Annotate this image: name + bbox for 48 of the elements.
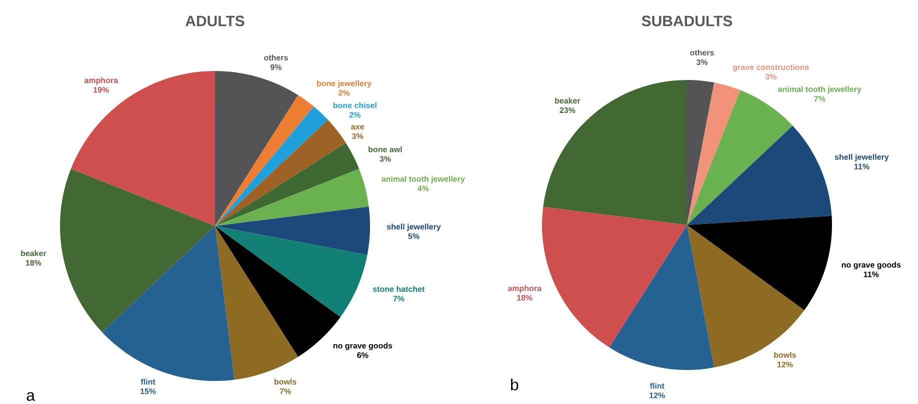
slice-label: flint [140, 378, 156, 385]
data-label: 19% [94, 87, 109, 93]
slice-label: bone jewellery [316, 80, 372, 88]
data-label: 2% [338, 90, 350, 96]
slice-label: amphora [508, 285, 542, 293]
text: a [26, 392, 36, 401]
chart-title: SUBADULTS [642, 16, 732, 26]
slice-label: amphora [84, 77, 118, 85]
slice-label: beaker [555, 98, 580, 104]
data-label: 3% [380, 156, 391, 162]
slice-label: bone awl [368, 146, 402, 152]
text: b [511, 378, 518, 390]
slice-label: shell jewellery [834, 154, 889, 162]
data-label: 4% [417, 186, 429, 192]
data-label: 6% [357, 352, 368, 358]
slice-label: animal tooth jewellery [382, 176, 465, 184]
slice-label: animal tooth jewellery [778, 86, 862, 94]
data-label: 3% [352, 133, 364, 140]
slice-label: axe [351, 125, 364, 130]
data-label: 3% [765, 74, 776, 80]
data-label: 7% [393, 296, 404, 302]
slice-label: beaker [21, 250, 46, 256]
chart-title: ADULTS [186, 16, 244, 26]
slice-label: no grave goods [842, 262, 901, 270]
slice-label: shell jewellery [386, 224, 441, 232]
data-label: 15% [140, 388, 156, 394]
data-label: 9% [270, 64, 282, 70]
slice-label: others [264, 54, 288, 60]
slice-label: stone hatchet [372, 286, 425, 292]
data-label: 12% [777, 362, 793, 368]
slice-label: flint [650, 382, 664, 389]
data-label: 23% [560, 107, 576, 114]
slice-label: others [690, 50, 714, 56]
slice-label: bowls [774, 352, 796, 358]
slice-label: grave constructions [733, 64, 809, 72]
data-label: 11% [854, 164, 870, 170]
data-label: 7% [814, 96, 826, 102]
slice-label: no grave goods [333, 342, 392, 350]
data-label: 18% [26, 260, 42, 266]
data-label: 18% [517, 294, 532, 301]
data-label: 7% [280, 388, 291, 394]
data-label: 2% [349, 112, 360, 118]
data-label: 11% [864, 272, 879, 278]
data-label: 3% [696, 59, 708, 66]
slice-label: bone chisel [333, 102, 376, 108]
data-label: 5% [408, 233, 420, 240]
data-label: 12% [650, 392, 665, 398]
slice-label: bowls [274, 378, 296, 385]
